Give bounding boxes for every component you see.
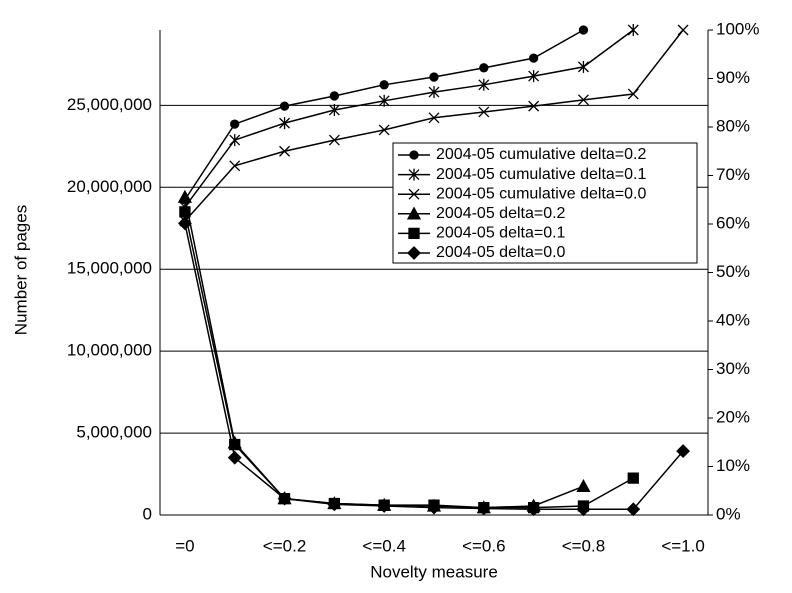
data-point (379, 80, 389, 90)
series-line (184, 29, 634, 208)
legend-label: 2004-05 cumulative delta=0.0 (436, 185, 646, 202)
data-point (528, 53, 539, 63)
data-point (676, 444, 691, 459)
y2-tick-label: 20% (716, 407, 750, 426)
data-point (577, 60, 589, 73)
data-point (177, 189, 193, 203)
data-point (478, 78, 490, 91)
data-point (230, 119, 240, 129)
data-point (327, 497, 342, 512)
data-point (177, 216, 192, 231)
y2-tick-label: 40% (716, 310, 750, 329)
data-point (428, 86, 440, 99)
data-point (328, 134, 340, 146)
legend-marker (408, 168, 420, 181)
data-point (428, 112, 440, 124)
legend-marker (408, 227, 420, 240)
legend-label: 2004-05 delta=0.1 (436, 225, 566, 242)
y2-tick-label: 10% (716, 456, 750, 475)
y-tick-label: 5,000,000 (76, 423, 152, 442)
x-tick-label: =0 (175, 536, 194, 555)
data-point (576, 502, 591, 517)
x-tick-label: <=0.6 (462, 536, 506, 555)
data-point (578, 25, 589, 35)
legend-marker (409, 150, 419, 160)
data-point (277, 491, 292, 506)
data-point (279, 101, 290, 111)
y-tick-label: 10,000,000 (67, 341, 152, 360)
data-point (229, 134, 241, 147)
data-point (626, 502, 641, 517)
legend-label: 2004-05 cumulative delta=0.1 (436, 166, 646, 183)
y2-tick-label: 70% (716, 165, 750, 184)
x-tick-label: <=0.2 (263, 536, 307, 555)
legend-label: 2004-05 delta=0.0 (436, 244, 566, 261)
data-point (279, 117, 291, 130)
data-point (526, 502, 541, 517)
data-point (378, 124, 390, 136)
data-point (479, 63, 489, 73)
data-point (577, 94, 589, 106)
data-point (528, 100, 540, 112)
y2-tick-label: 80% (716, 116, 750, 135)
x-tick-label: <=0.4 (362, 536, 406, 555)
legend-marker (408, 188, 420, 200)
y-tick-label: 0 (143, 504, 152, 523)
y-tick-label: 25,000,000 (67, 95, 152, 114)
legend: 2004-05 cumulative delta=0.2 2004-05 cumu… (392, 142, 698, 264)
legend-label: 2004-05 delta=0.2 (436, 205, 566, 222)
data-point (576, 478, 591, 492)
data-point (427, 500, 441, 515)
data-point (377, 499, 392, 513)
y-axis-label: Number of pages (11, 205, 30, 335)
data-point (627, 24, 639, 36)
x-tick-label: <=0.8 (562, 536, 606, 555)
x-tick-label: <=1.0 (661, 536, 705, 555)
legend-box (392, 142, 698, 264)
data-point (378, 94, 390, 107)
data-point (476, 501, 491, 516)
data-point (627, 472, 639, 484)
y2-tick-label: 90% (716, 68, 750, 87)
series-line (184, 211, 634, 509)
data-point (429, 72, 439, 82)
legend-label: 2004-05 cumulative delta=0.2 (436, 146, 646, 163)
y2-tick-label: 30% (716, 359, 750, 378)
data-point (328, 104, 340, 117)
data-point (528, 70, 540, 83)
data-point (329, 91, 340, 101)
x-axis-label: Novelty measure (370, 562, 498, 581)
y2-tick-label: 0% (716, 504, 741, 523)
data-point (279, 145, 291, 157)
data-point (179, 206, 191, 218)
y2-tick-label: 60% (716, 213, 750, 232)
data-point (627, 88, 639, 100)
y-tick-label: 20,000,000 (67, 177, 152, 196)
legend-marker (407, 246, 421, 260)
y2-tick-label: 100% (716, 19, 759, 38)
y-tick-label: 15,000,000 (67, 259, 152, 278)
data-point (229, 160, 241, 172)
legend-marker (406, 206, 422, 220)
data-point (677, 24, 689, 36)
y2-tick-label: 50% (716, 262, 750, 281)
data-point (227, 450, 242, 465)
data-point (478, 106, 490, 118)
